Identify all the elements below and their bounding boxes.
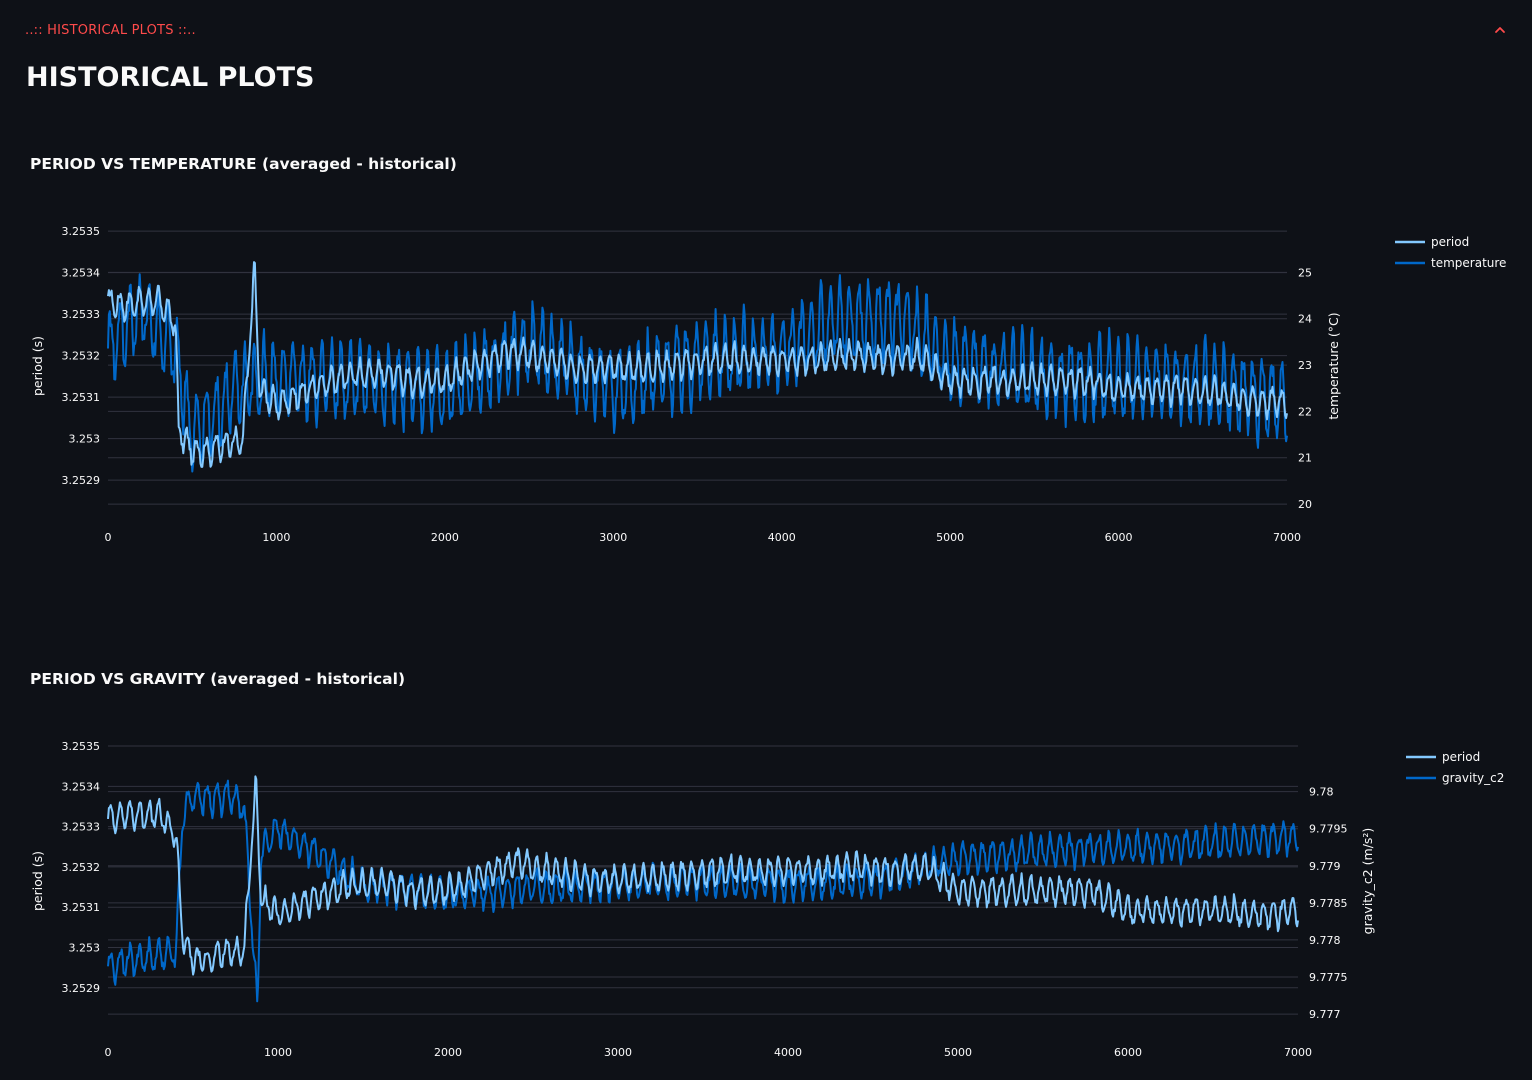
legend-label-gravity_c2: gravity_c2	[1442, 771, 1504, 785]
y-tick-label: 3.2529	[62, 474, 101, 487]
chevron-up-icon[interactable]	[1493, 23, 1507, 37]
x-tick-label: 6000	[1114, 1046, 1142, 1059]
y2-tick-label: 9.778	[1309, 934, 1341, 947]
y2-axis-label: temperature (°C)	[1326, 312, 1341, 419]
x-tick-label: 4000	[768, 531, 796, 544]
x-tick-label: 5000	[936, 531, 964, 544]
y-tick-label: 3.2534	[62, 780, 101, 793]
x-tick-label: 0	[105, 531, 112, 544]
y-tick-label: 3.2534	[62, 267, 101, 280]
legend: period temperature	[1395, 235, 1506, 270]
x-tick-label: 4000	[774, 1046, 802, 1059]
y2-tick-label: 22	[1298, 405, 1312, 418]
y2-tick-label: 21	[1298, 452, 1312, 465]
y2-tick-label: 20	[1298, 498, 1312, 511]
period-vs-gravity-chart: 3.2529 3.253 3.2531 3.2532 3.2533 3.2534 3.253…	[30, 740, 1504, 1059]
series-line-period	[107, 775, 1299, 976]
page-title: HISTORICAL PLOTS	[26, 62, 315, 93]
legend-label-temperature: temperature	[1431, 256, 1506, 270]
historical-plots-expander-header[interactable]: ..:: HISTORICAL PLOTS ::..	[25, 18, 1507, 42]
y-tick-label: 3.253	[69, 941, 101, 954]
x-tick-label: 1000	[262, 531, 290, 544]
x-tick-label: 3000	[599, 531, 627, 544]
y2-tick-label: 9.779	[1309, 860, 1341, 873]
y2-tick-label: 9.7795	[1309, 823, 1348, 836]
expander-label: ..:: HISTORICAL PLOTS ::..	[25, 22, 196, 38]
y-tick-label: 3.2535	[62, 740, 101, 753]
y2-tick-label: 25	[1298, 266, 1312, 279]
y2-axis-label: gravity_c2 (m/s²)	[1360, 828, 1375, 935]
y-tick-label: 3.2535	[62, 225, 101, 238]
y2-tick-label: 9.78	[1309, 786, 1334, 799]
x-tick-label: 6000	[1105, 531, 1133, 544]
y2-tick-label: 23	[1298, 359, 1312, 372]
y2-tick-label: 9.777	[1309, 1008, 1341, 1021]
x-tick-label: 5000	[944, 1046, 972, 1059]
period-vs-temperature-chart: 3.2529 3.253 3.2531 3.2532 3.2533 3.2534 3.253…	[30, 225, 1506, 544]
series-line-period	[107, 261, 1288, 468]
x-tick-label: 2000	[434, 1046, 462, 1059]
legend: period gravity_c2	[1406, 750, 1504, 785]
chart-title-period-vs-temperature: PERIOD VS TEMPERATURE (averaged - histor…	[30, 155, 457, 173]
y2-tick-label: 9.7785	[1309, 897, 1348, 910]
legend-label-period: period	[1431, 235, 1469, 249]
y-tick-label: 3.2533	[62, 821, 101, 834]
chart-title-period-vs-gravity: PERIOD VS GRAVITY (averaged - historical…	[30, 670, 406, 688]
y-tick-label: 3.2533	[62, 308, 101, 321]
legend-label-period: period	[1442, 750, 1480, 764]
y-tick-label: 3.2531	[62, 391, 101, 404]
y-tick-label: 3.253	[69, 433, 101, 446]
x-tick-label: 7000	[1284, 1046, 1312, 1059]
x-tick-label: 0	[105, 1046, 112, 1059]
y2-tick-label: 24	[1298, 313, 1312, 326]
x-tick-label: 7000	[1273, 531, 1301, 544]
series-line-temperature	[107, 273, 1288, 473]
y-tick-label: 3.2531	[62, 901, 101, 914]
y-tick-label: 3.2532	[62, 350, 101, 363]
x-tick-label: 3000	[604, 1046, 632, 1059]
x-tick-label: 1000	[264, 1046, 292, 1059]
x-tick-label: 2000	[431, 531, 459, 544]
y-tick-label: 3.2529	[62, 982, 101, 995]
y-tick-label: 3.2532	[62, 861, 101, 874]
y-axis-label: period (s)	[30, 851, 45, 911]
y-axis-label: period (s)	[30, 336, 45, 396]
y2-tick-label: 9.7775	[1309, 971, 1348, 984]
